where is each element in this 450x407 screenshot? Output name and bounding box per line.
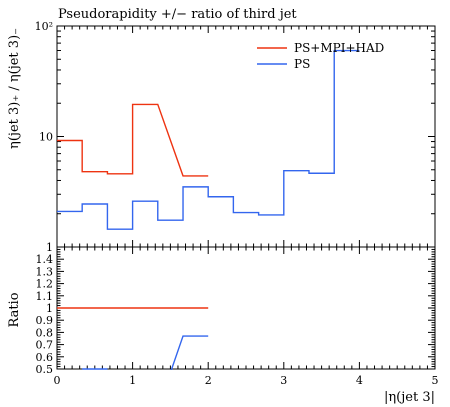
main-y-axis-label: η(jet 3)₊ / η(jet 3)₋: [7, 28, 22, 149]
main-y-tick-label: 1: [46, 241, 53, 254]
ratio-y-tick-label: 1.4: [36, 253, 54, 266]
ratio-y-tick-label: 1.1: [36, 290, 54, 303]
ratio-x-tick-label: 5: [432, 374, 439, 387]
ratio-x-tick-label: 4: [356, 374, 363, 387]
ratio-series-group: [57, 307, 209, 370]
legend-label-0: PS+MPI+HAD: [294, 41, 384, 55]
chart-title: Pseudorapidity +/− ratio of third jet: [58, 7, 297, 22]
main-panel-series: [57, 49, 360, 230]
ratio-y-tick-label: 0.6: [36, 351, 54, 364]
legend-label-1: PS: [294, 57, 310, 71]
ratio-y-tick-label: 0.7: [36, 339, 54, 352]
legend: PS+MPI+HAD PS: [257, 41, 384, 71]
ratio-y-tick-label: 1.2: [36, 278, 54, 291]
main-panel-frame: [56, 25, 436, 248]
ratio-x-tick-label: 3: [280, 374, 287, 387]
ratio-y-tick-label: 1.3: [36, 265, 54, 278]
ratio-series-ps-line: [170, 335, 209, 370]
ratio-y-tick-label: 1: [46, 302, 53, 315]
ratio-y-tick-label: 0.9: [36, 314, 54, 327]
ratio-y-tick-label: 0.8: [36, 326, 54, 339]
main-panel-axes: 1 10 10²: [35, 20, 436, 254]
ratio-panel-series: [57, 307, 209, 370]
series-ps-line: [57, 49, 360, 230]
series-ps-mpi-had-line: [57, 103, 209, 177]
ratio-x-tick-label: 1: [129, 374, 136, 387]
main-y-tick-label: 10²: [35, 20, 53, 33]
ratio-y-axis-label: Ratio: [7, 292, 22, 327]
main-y-tick-label: 10: [39, 131, 53, 144]
ratio-x-tick-label: 0: [54, 374, 61, 387]
x-axis-label: |η(jet 3|: [384, 390, 435, 405]
ratio-y-tick-label: 0.5: [36, 363, 54, 376]
ratio-panel-axes: 0.50.60.70.80.911.11.21.31.40 1 2 3 4 5: [36, 246, 439, 387]
ratio-x-tick-label: 2: [205, 374, 212, 387]
